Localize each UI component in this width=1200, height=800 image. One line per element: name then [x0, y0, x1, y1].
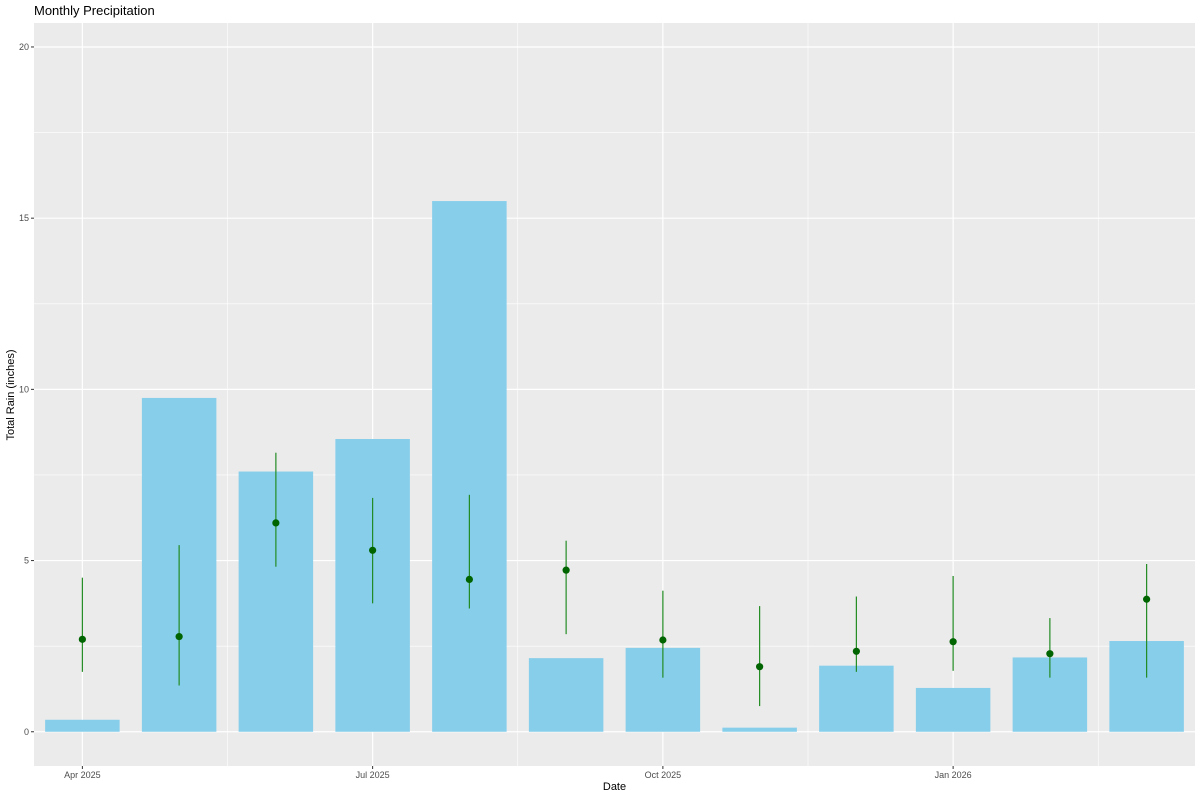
- bar-2025-12: [819, 665, 894, 732]
- axes: 0 5 10 15 20 Apr 2025 Jul 2025 Oct 2025 Jan 2026: [19, 42, 972, 780]
- mean-point-2025-05: [175, 632, 183, 641]
- mean-point-2026-01: [949, 638, 957, 646]
- y-tick-label: 15: [19, 213, 29, 223]
- bar-2025-09: [528, 658, 604, 732]
- y-tick-label: 0: [24, 727, 29, 737]
- mean-point-2025-10: [659, 636, 667, 644]
- mean-point-2025-12: [852, 647, 860, 655]
- mean-point-2025-07: [369, 546, 377, 554]
- y-tick-label: 5: [24, 556, 29, 566]
- bar-2025-11: [722, 727, 797, 732]
- chart-title: Monthly Precipitation: [34, 3, 155, 18]
- mean-point-2025-04: [78, 635, 86, 643]
- y-axis-title: Total Rain (inches): [5, 349, 17, 441]
- x-tick-label: Jul 2025: [356, 770, 390, 780]
- bar-2025-08: [432, 201, 507, 732]
- bar-2026-01: [915, 687, 991, 732]
- mean-point-2025-09: [562, 566, 570, 574]
- mean-point-2026-03: [1143, 595, 1151, 603]
- gridlines: [34, 23, 1195, 766]
- mean-point-2025-08: [465, 575, 473, 583]
- bar-2025-04: [45, 719, 120, 732]
- x-tick-label: Oct 2025: [645, 770, 682, 780]
- x-tick-label: Jan 2026: [935, 770, 972, 780]
- mean-point-2025-11: [756, 663, 764, 671]
- mean-point-2025-06: [272, 519, 280, 527]
- x-tick-label: Apr 2025: [64, 770, 101, 780]
- error-bars: [81, 452, 1148, 707]
- mean-points: [78, 519, 1151, 671]
- y-tick-label: 20: [19, 42, 29, 52]
- y-tick-label: 10: [19, 384, 29, 394]
- x-axis-title: Date: [602, 781, 627, 793]
- mean-point-2026-02: [1046, 650, 1054, 658]
